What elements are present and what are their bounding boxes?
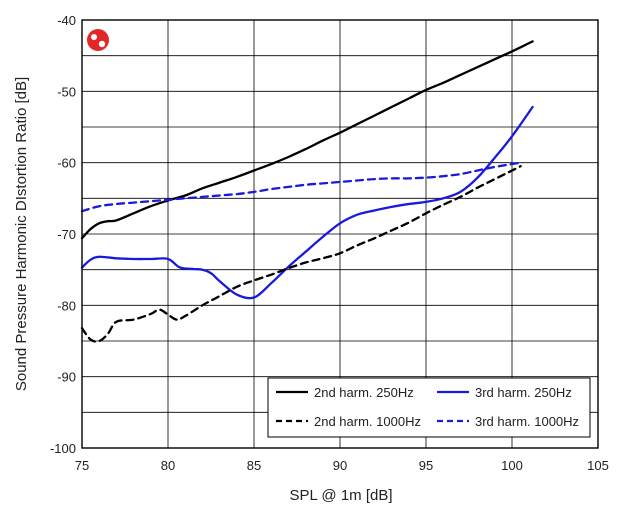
legend-item-3rd-250: 3rd harm. 250Hz (437, 385, 572, 400)
series-line-3 (80, 161, 522, 213)
x-tick-label: 85 (247, 458, 261, 473)
legend-box (267, 377, 591, 438)
legend-label-2nd-1000: 2nd harm. 1000Hz (314, 414, 421, 429)
y-tick-label: -40 (57, 13, 76, 28)
red-speaker-logo-icon (87, 29, 109, 51)
legend-item-3rd-1000: 3rd harm. 1000Hz (437, 414, 579, 429)
series-line-0 (80, 40, 534, 240)
y-tick-label: -90 (57, 370, 76, 385)
legend-item-2nd-250: 2nd harm. 250Hz (276, 385, 414, 400)
y-tick-label: -70 (57, 227, 76, 242)
x-tick-label: 100 (501, 458, 523, 473)
plot-frame (81, 19, 599, 449)
legend-label-3rd-1000: 3rd harm. 1000Hz (475, 414, 579, 429)
y-tick-label: -80 (57, 298, 76, 313)
y-tick-label: -100 (50, 441, 76, 456)
x-tick-label: 95 (419, 458, 433, 473)
x-tick-label: 90 (333, 458, 347, 473)
series-line-1 (80, 105, 534, 300)
x-axis-label: SPL @ 1m [dB] (289, 487, 392, 504)
legend-label-3rd-250: 3rd harm. 250Hz (475, 385, 572, 400)
legend-label-2nd-250: 2nd harm. 250Hz (314, 385, 414, 400)
y-axis-label: Sound Pressure Harmonic DIstortion Ratio… (13, 77, 30, 391)
x-tick-labels: 75 80 85 90 95 100 105 (75, 458, 609, 473)
y-tick-label: -50 (57, 84, 76, 99)
series-line-2 (80, 165, 522, 343)
y-tick-label: -60 (57, 156, 76, 171)
x-tick-label: 80 (161, 458, 175, 473)
legend-item-2nd-1000: 2nd harm. 1000Hz (276, 414, 421, 429)
y-tick-labels: -40 -50 -60 -70 -80 -90 -100 (50, 13, 76, 456)
x-tick-label: 75 (75, 458, 89, 473)
x-tick-label: 105 (587, 458, 609, 473)
series-layer (80, 40, 534, 343)
legend: 2nd harm. 250Hz 3rd harm. 250Hz 2nd harm… (267, 377, 591, 438)
